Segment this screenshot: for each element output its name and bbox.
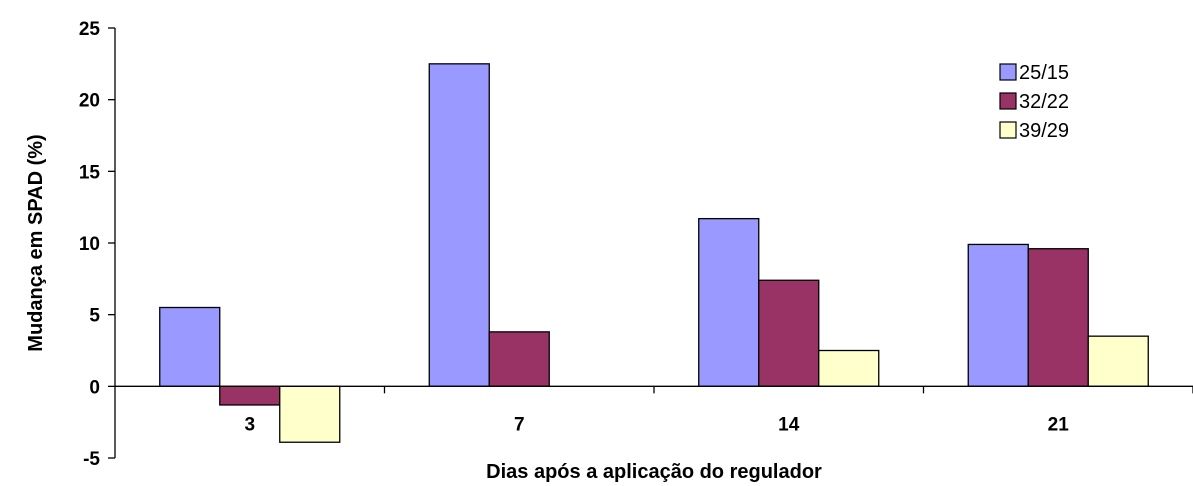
bars-group [159, 63, 1149, 443]
legend-label: 32/22 [1019, 91, 1069, 113]
y-tick-label: 25 [79, 19, 101, 40]
y-axis-title: Mudança em SPAD (%) [25, 134, 47, 351]
x-tick-label: 14 [778, 414, 800, 435]
y-tick-label: 20 [79, 91, 100, 112]
bar-39-29-day-3 [279, 385, 341, 443]
bar-25-15-day-21 [967, 243, 1029, 387]
legend-swatch [999, 92, 1017, 110]
x-axis-title: Dias após a aplicação do regulador [486, 461, 822, 483]
y-tick-label: 0 [89, 377, 100, 398]
legend-label: 25/15 [1019, 62, 1069, 84]
bar-39-29-day-21 [1087, 335, 1149, 387]
y-tick-label: -5 [83, 449, 100, 470]
y-tick-label: 15 [79, 162, 101, 183]
x-tick-label: 21 [1048, 414, 1070, 435]
bar-32-22-day-14 [758, 279, 820, 387]
bar-32-22-day-3 [219, 385, 281, 406]
bar-25-15-day-14 [698, 217, 760, 387]
y-tick-label: 10 [79, 234, 100, 255]
x-tick-label: 7 [514, 414, 525, 435]
y-tick-label: 5 [89, 306, 100, 327]
bar-25-15-day-7 [428, 63, 490, 387]
bar-32-22-day-21 [1027, 248, 1089, 387]
legend-label: 39/29 [1019, 120, 1069, 142]
bar-25-15-day-3 [159, 306, 221, 387]
bar-32-22-day-7 [488, 331, 550, 387]
legend-swatch [999, 63, 1017, 81]
legend-swatch [999, 121, 1017, 139]
x-tick-label: 3 [244, 414, 255, 435]
axes-group: -5 0 5 10 15 20 25 3 7 14 21 [79, 19, 1193, 470]
legend: 25/15 32/22 39/29 [999, 62, 1069, 142]
bar-39-29-day-14 [818, 349, 880, 387]
